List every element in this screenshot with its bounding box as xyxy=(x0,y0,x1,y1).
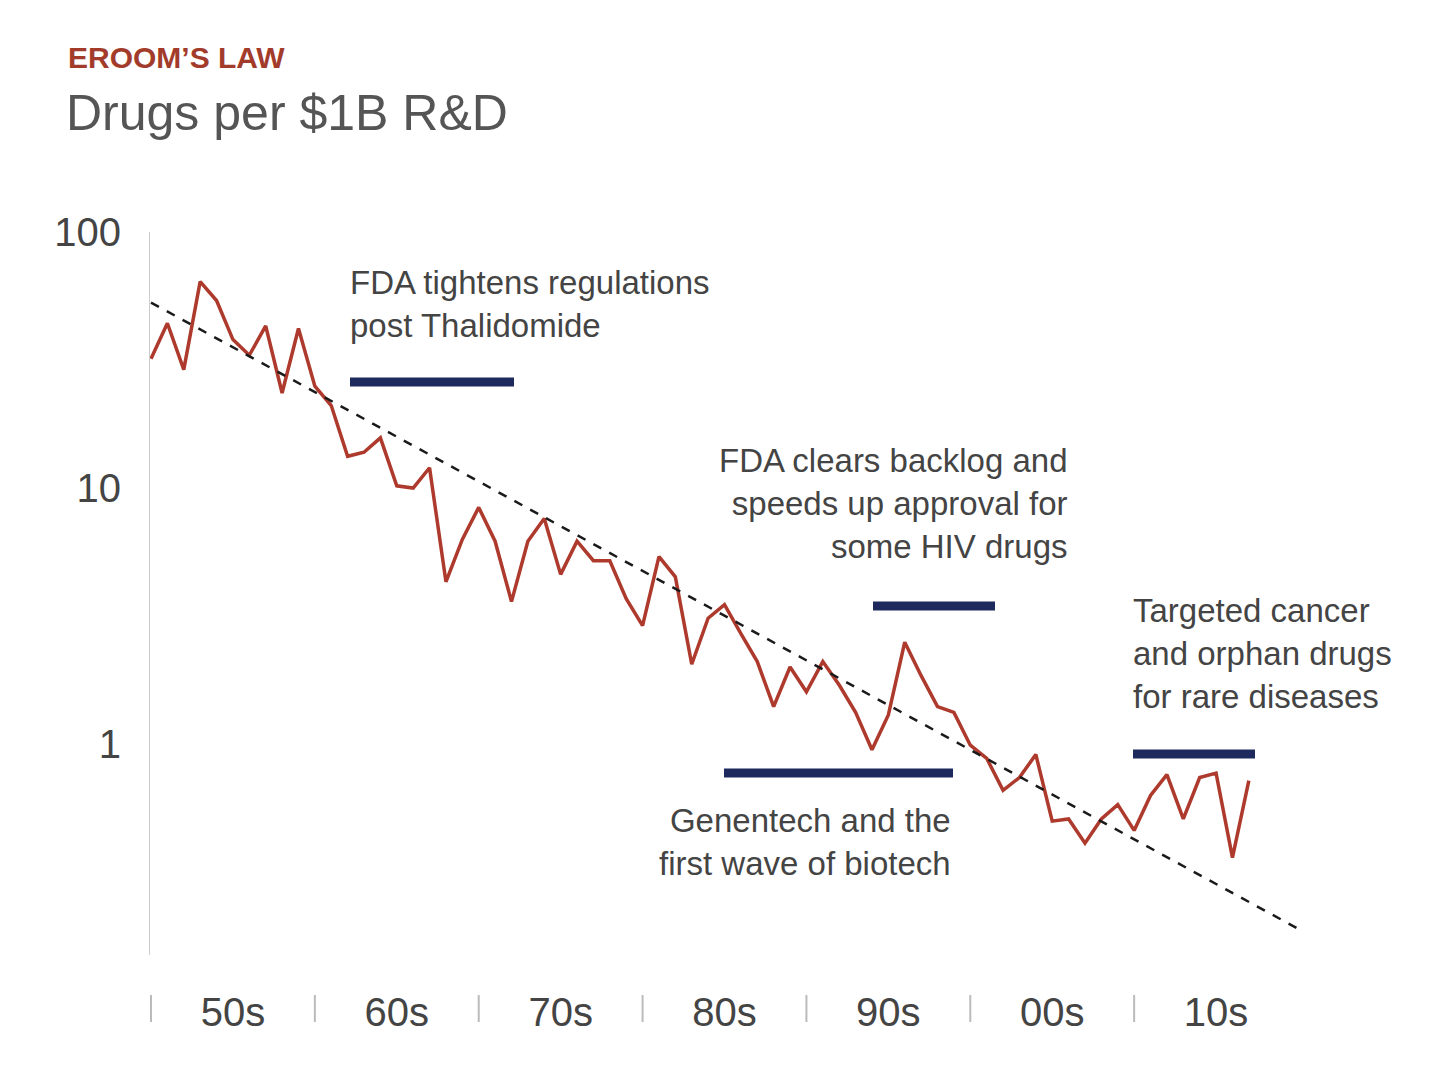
svg-text:10: 10 xyxy=(77,466,122,510)
svg-text:FDA clears backlog andspeeds u: FDA clears backlog andspeeds up approval… xyxy=(719,442,1068,565)
svg-text:70s: 70s xyxy=(528,990,593,1034)
svg-text:50s: 50s xyxy=(201,990,266,1034)
svg-text:80s: 80s xyxy=(692,990,757,1034)
svg-text:Targeted cancerand orphan drug: Targeted cancerand orphan drugsfor rare … xyxy=(1133,592,1392,715)
svg-text:00s: 00s xyxy=(1020,990,1085,1034)
svg-text:EROOM’S LAW: EROOM’S LAW xyxy=(68,41,285,74)
svg-text:60s: 60s xyxy=(365,990,430,1034)
svg-text:10s: 10s xyxy=(1184,990,1249,1034)
svg-text:100: 100 xyxy=(54,210,121,254)
svg-text:90s: 90s xyxy=(856,990,921,1034)
svg-text:FDA tightens regulationspost T: FDA tightens regulationspost Thalidomide xyxy=(350,264,710,344)
svg-text:Drugs per $1B R&D: Drugs per $1B R&D xyxy=(66,85,508,141)
svg-text:Genentech and thefirst wave of: Genentech and thefirst wave of biotech xyxy=(659,802,951,882)
svg-text:1: 1 xyxy=(99,722,121,766)
